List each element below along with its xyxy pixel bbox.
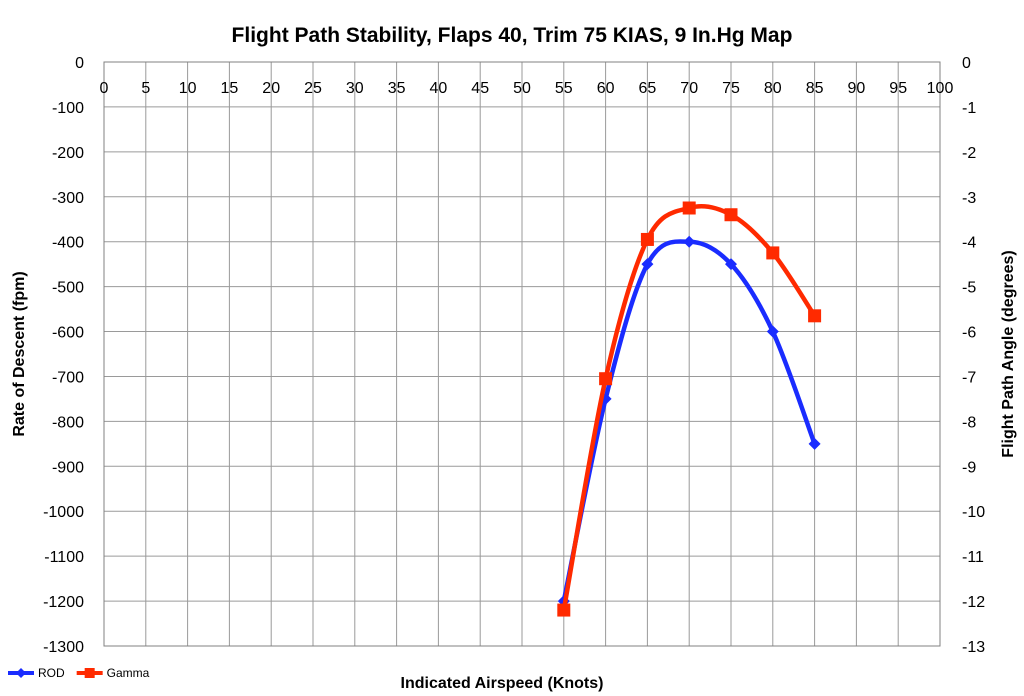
x-tick-label: 100 bbox=[927, 80, 954, 97]
x-tick-label: 60 bbox=[597, 80, 615, 97]
y2-tick-label: -7 bbox=[962, 369, 976, 386]
x-tick-label: 45 bbox=[471, 80, 489, 97]
data-point-gamma bbox=[724, 208, 738, 222]
y-tick-label: -900 bbox=[52, 459, 84, 476]
y-tick-label: -300 bbox=[52, 190, 84, 207]
y-tick-label: -1000 bbox=[43, 504, 84, 521]
x-tick-label: 70 bbox=[680, 80, 698, 97]
x-tick-label: 25 bbox=[304, 80, 322, 97]
legend-label-rod: ROD bbox=[38, 666, 65, 680]
x-tick-label: 5 bbox=[141, 80, 150, 97]
legend-marker-rod bbox=[16, 668, 26, 678]
x-tick-label: 50 bbox=[513, 80, 531, 97]
y2-tick-label: -13 bbox=[962, 639, 985, 656]
x-tick-label: 40 bbox=[430, 80, 448, 97]
y2-tick-label: -10 bbox=[962, 504, 985, 521]
legend: ROD Gamma bbox=[8, 666, 150, 680]
x-axis-ticks: 0 5 10 15 20 25 30 35 40 45 50 55 60 65 70 75 80 85 90 95 10… bbox=[100, 80, 954, 97]
data-point-rod bbox=[683, 235, 696, 248]
y-tick-label: -1300 bbox=[43, 639, 84, 656]
y2-tick-label: -2 bbox=[962, 145, 976, 162]
y-tick-label: 0 bbox=[75, 55, 84, 72]
data-point-rod bbox=[766, 325, 779, 338]
series bbox=[557, 201, 822, 617]
y2-tick-label: -6 bbox=[962, 325, 976, 342]
x-tick-label: 15 bbox=[221, 80, 239, 97]
y-tick-label: -600 bbox=[52, 325, 84, 342]
data-point-gamma bbox=[599, 372, 613, 386]
y2-tick-label: -11 bbox=[962, 549, 984, 566]
x-tick-label: 65 bbox=[639, 80, 657, 97]
data-point-gamma bbox=[640, 232, 654, 246]
x-tick-label: 30 bbox=[346, 80, 364, 97]
x-tick-label: 35 bbox=[388, 80, 406, 97]
data-point-rod bbox=[808, 437, 821, 450]
y-tick-label: -1100 bbox=[44, 549, 84, 566]
y-tick-label: -200 bbox=[52, 145, 84, 162]
series-gamma bbox=[557, 201, 822, 617]
y2-tick-label: -1 bbox=[962, 100, 976, 117]
data-point-gamma bbox=[766, 246, 780, 260]
x-tick-label: 95 bbox=[889, 80, 907, 97]
y2-tick-label: -4 bbox=[962, 235, 976, 252]
y2-tick-label: -5 bbox=[962, 280, 976, 297]
y-tick-label: -800 bbox=[52, 414, 84, 431]
x-tick-label: 90 bbox=[848, 80, 866, 97]
y-tick-label: -700 bbox=[52, 369, 84, 386]
y-tick-label: -100 bbox=[52, 100, 84, 117]
x-tick-label: 20 bbox=[262, 80, 280, 97]
plot-border bbox=[103, 61, 941, 647]
data-point-gamma bbox=[808, 309, 822, 323]
x-tick-label: 75 bbox=[722, 80, 740, 97]
x-tick-label: 80 bbox=[764, 80, 782, 97]
data-point-rod bbox=[725, 258, 737, 271]
y-tick-label: -400 bbox=[52, 235, 84, 252]
legend-label-gamma: Gamma bbox=[107, 666, 150, 680]
x-tick-label: 55 bbox=[555, 80, 573, 97]
y2-tick-label: -3 bbox=[962, 190, 976, 207]
x-axis-title: Indicated Airspeed (Knots) bbox=[401, 675, 604, 692]
x-tick-label: 0 bbox=[100, 80, 109, 97]
y2-axis-title: Flight Path Angle (degrees) bbox=[1000, 250, 1017, 457]
y-tick-label: -1200 bbox=[43, 594, 84, 611]
y2-tick-label: -8 bbox=[962, 414, 976, 431]
data-point-gamma bbox=[682, 201, 696, 215]
data-point-rod bbox=[641, 258, 654, 271]
y-axis-ticks: 0 -100 -200 -300 -400 -500 -600 -700 -800 -900 -10… bbox=[43, 55, 84, 656]
y2-tick-label: -12 bbox=[962, 594, 985, 611]
y2-tick-label: -9 bbox=[962, 459, 976, 476]
data-point-gamma bbox=[557, 603, 571, 617]
x-tick-label: 85 bbox=[806, 80, 824, 97]
chart-title: Flight Path Stability, Flaps 40, Trim 75… bbox=[232, 24, 793, 47]
y-tick-label: -500 bbox=[52, 280, 84, 297]
x-tick-label: 10 bbox=[179, 80, 197, 97]
grid bbox=[103, 61, 941, 647]
legend-marker-gamma bbox=[84, 668, 95, 678]
y2-axis-ticks: 0 -1 -2 -3 -4 -5 -6 -7 -8 -9 -10 -11 -12 -13 bbox=[962, 55, 985, 656]
y-axis-title: Rate of Descent (fpm) bbox=[11, 271, 28, 436]
y2-tick-label: 0 bbox=[962, 55, 971, 72]
